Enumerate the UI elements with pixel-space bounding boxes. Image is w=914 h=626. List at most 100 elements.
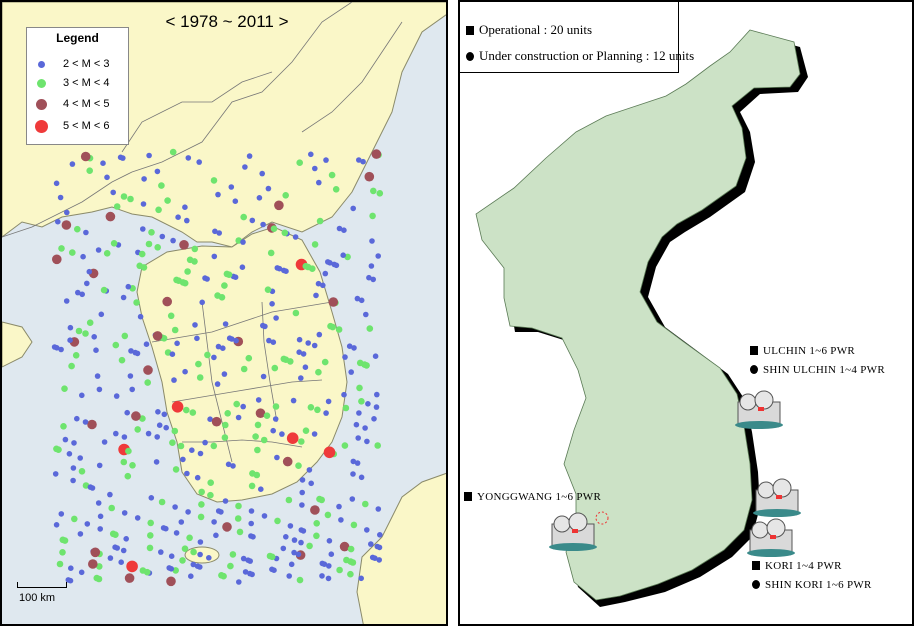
epicenter-dot bbox=[369, 212, 376, 220]
epicenter-dot bbox=[158, 498, 166, 506]
epicenter-dot bbox=[312, 165, 318, 172]
epicenter-dot bbox=[306, 542, 313, 550]
epicenter-dot bbox=[322, 270, 329, 277]
epicenter-dot bbox=[227, 562, 234, 570]
epicenter-dot bbox=[302, 364, 309, 371]
epicenter-dot bbox=[211, 519, 217, 525]
epicenter-dot bbox=[188, 573, 194, 579]
epicenter-dot bbox=[204, 351, 211, 359]
epicenter-dot bbox=[141, 176, 147, 182]
epicenter-dot bbox=[156, 422, 163, 429]
epicenter-dot bbox=[338, 517, 344, 523]
epicenter-dot bbox=[248, 508, 255, 514]
epicenter-dot bbox=[302, 262, 310, 270]
epicenter-dot bbox=[58, 511, 65, 517]
epicenter-dot bbox=[173, 530, 180, 536]
epicenter-dot bbox=[264, 286, 272, 294]
epicenter-dot bbox=[194, 563, 201, 569]
epicenter-dot bbox=[248, 482, 256, 490]
epicenter-dot bbox=[220, 345, 226, 352]
epicenter-dot bbox=[86, 319, 94, 327]
epicenter-dot bbox=[370, 276, 377, 283]
legend-item-m5-6: 5 < M < 6 bbox=[27, 119, 128, 137]
epicenter-dot bbox=[197, 450, 204, 457]
epicenter-dot bbox=[280, 545, 287, 552]
epicenter-dot bbox=[296, 159, 304, 166]
epicenter-dot bbox=[229, 336, 235, 342]
epicenter-dot bbox=[316, 331, 323, 338]
epicenter-dot bbox=[328, 551, 335, 557]
epicenter-dot bbox=[240, 213, 247, 221]
epicenter-dot bbox=[66, 451, 73, 457]
epicenter-dot bbox=[372, 353, 379, 360]
epicenter-dot bbox=[268, 553, 276, 561]
circle-marker-icon bbox=[466, 52, 474, 61]
epicenter-dot bbox=[298, 539, 304, 546]
epicenter-dot bbox=[88, 559, 98, 569]
epicenter-dot bbox=[113, 203, 121, 210]
epicenter-dot bbox=[70, 465, 77, 471]
epicenter-dot bbox=[350, 458, 357, 465]
epicenter-dot bbox=[296, 336, 303, 343]
epicenter-dot bbox=[161, 411, 168, 418]
epicenter-dot bbox=[376, 557, 383, 563]
epicenter-dot bbox=[221, 434, 229, 441]
epicenter-dot bbox=[96, 386, 103, 393]
epicenter-dot bbox=[282, 192, 290, 199]
epicenter-dot bbox=[215, 508, 222, 514]
legend-label: 5 < M < 6 bbox=[63, 120, 110, 132]
epicenter-dot bbox=[313, 532, 320, 540]
epicenter-dot bbox=[295, 462, 302, 470]
epicenter-dot bbox=[71, 515, 78, 523]
epicenter-dot bbox=[315, 280, 322, 287]
epicenter-dot bbox=[144, 379, 151, 386]
epicenter-dot bbox=[323, 157, 329, 163]
epicenter-dot bbox=[272, 403, 280, 410]
epicenter-dot bbox=[74, 415, 80, 422]
epicenter-dot bbox=[171, 377, 177, 383]
epicenter-dot bbox=[124, 409, 130, 416]
epicenter-dot bbox=[171, 427, 179, 435]
epicenter-dot bbox=[296, 576, 304, 584]
epicenter-dot bbox=[224, 410, 231, 417]
epicenter-dot bbox=[273, 315, 279, 321]
epicenter-dot bbox=[233, 337, 239, 344]
epicenter-dot bbox=[54, 345, 60, 351]
epicenter-dot bbox=[324, 511, 332, 519]
epicenter-dot bbox=[360, 158, 366, 165]
epicenter-dot bbox=[55, 218, 61, 225]
epicenter-dot bbox=[308, 151, 314, 158]
epicenter-dot bbox=[263, 412, 271, 420]
epicenter-dot bbox=[240, 403, 246, 410]
epicenter-dot bbox=[124, 573, 135, 583]
epicenter-dot bbox=[311, 241, 319, 248]
epicenter-dot bbox=[346, 343, 353, 350]
epicenter-dot bbox=[299, 489, 306, 496]
legend-label: 3 < M < 4 bbox=[63, 77, 110, 89]
epicenter-dot bbox=[215, 191, 221, 198]
legend-item-m4-5: 4 < M < 5 bbox=[27, 97, 128, 115]
epicenter-dot bbox=[110, 189, 116, 196]
epicenter-dot bbox=[286, 573, 293, 579]
epicenter-dot bbox=[354, 295, 361, 302]
epicenter-dot bbox=[270, 427, 277, 434]
epicenter-dot bbox=[198, 488, 205, 496]
epicenter-dot bbox=[272, 416, 279, 422]
epicenter-dot bbox=[68, 565, 74, 571]
epicenter-dot bbox=[356, 384, 363, 392]
epicenter-dot bbox=[180, 456, 186, 463]
epicenter-dot bbox=[325, 575, 332, 582]
nuclear-plant-map-panel: Operational : 20 units Under constructio… bbox=[458, 0, 914, 626]
epicenter-dot bbox=[236, 528, 244, 536]
epicenter-dot bbox=[321, 561, 328, 567]
epicenter-dot bbox=[86, 268, 93, 275]
epicenter-dot bbox=[368, 541, 374, 547]
epicenter-dot bbox=[356, 157, 362, 163]
epicenter-dot bbox=[266, 337, 272, 344]
epicenter-dot bbox=[233, 400, 240, 408]
kori-label: KORI 1~4 PWR bbox=[752, 560, 842, 572]
epicenter-dot bbox=[287, 523, 294, 529]
epicenter-dot bbox=[236, 579, 242, 585]
epicenter-dot bbox=[242, 569, 249, 575]
epicenter-dot bbox=[168, 553, 175, 559]
